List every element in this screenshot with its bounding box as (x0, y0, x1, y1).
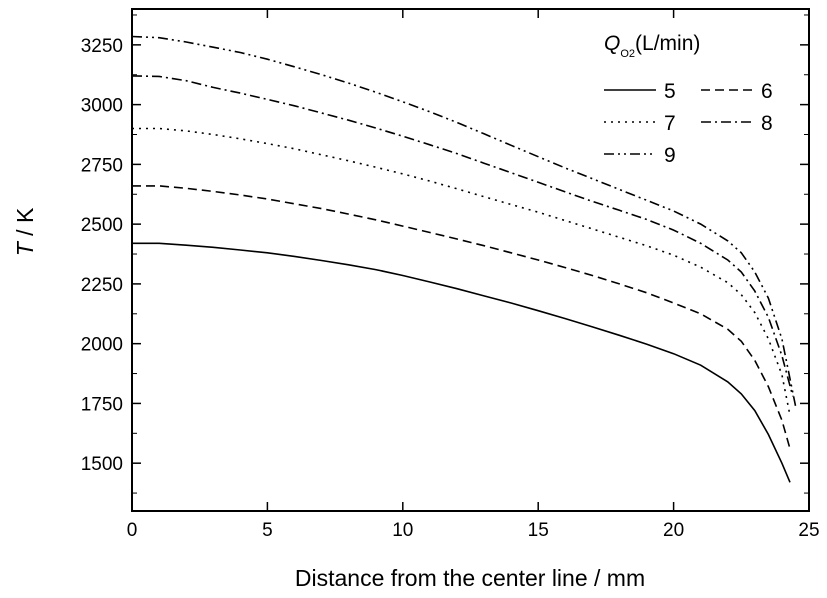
x-tick-label: 15 (528, 520, 549, 541)
y-tick-label: 1750 (81, 394, 123, 415)
y-tick-label: 3000 (81, 96, 123, 117)
legend-title-symbol: Q (604, 32, 620, 55)
legend-title-subscript: O2 (620, 48, 635, 60)
axis-ticks: 0 5 10 15 20 25 1500 1750 2000 2250 2500 2750 3000 32… (81, 9, 820, 541)
y-tick-label: 2750 (81, 155, 123, 176)
legend-label-7: 7 (664, 112, 676, 135)
y-tick-label: 1500 (81, 454, 123, 475)
legend-items: 5 6 7 8 9 (604, 80, 773, 167)
y-axis-label-symbol: T (12, 240, 38, 256)
y-axis-label: T / K (12, 207, 38, 256)
series-line-5 (132, 242, 791, 483)
y-tick-label: 2250 (81, 275, 123, 296)
legend: QO2(L/min) 5 6 7 8 9 (604, 32, 773, 167)
y-tick-label: 2000 (81, 335, 123, 356)
legend-title: QO2(L/min) (604, 32, 700, 60)
y-tick-label: 2500 (81, 215, 123, 236)
legend-label-5: 5 (664, 80, 676, 103)
legend-label-6: 6 (761, 80, 773, 103)
plot-frame (131, 8, 810, 512)
legend-label-9: 9 (664, 144, 676, 167)
y-axis-label-unit: / K (12, 207, 38, 242)
series-lines (131, 35, 797, 483)
series-line-7 (132, 127, 791, 416)
x-tick-label: 25 (798, 520, 819, 541)
series-line-6 (132, 185, 791, 450)
x-tick-label: 10 (392, 520, 413, 541)
legend-label-8: 8 (761, 112, 773, 135)
legend-title-unit: (L/min) (635, 32, 700, 55)
x-axis-label: Distance from the center line / mm (295, 565, 645, 591)
x-tick-label: 0 (127, 520, 138, 541)
x-tick-label: 5 (262, 520, 273, 541)
y-tick-label: 3250 (81, 36, 123, 57)
series-line-8 (131, 75, 794, 397)
x-tick-label: 20 (663, 520, 684, 541)
